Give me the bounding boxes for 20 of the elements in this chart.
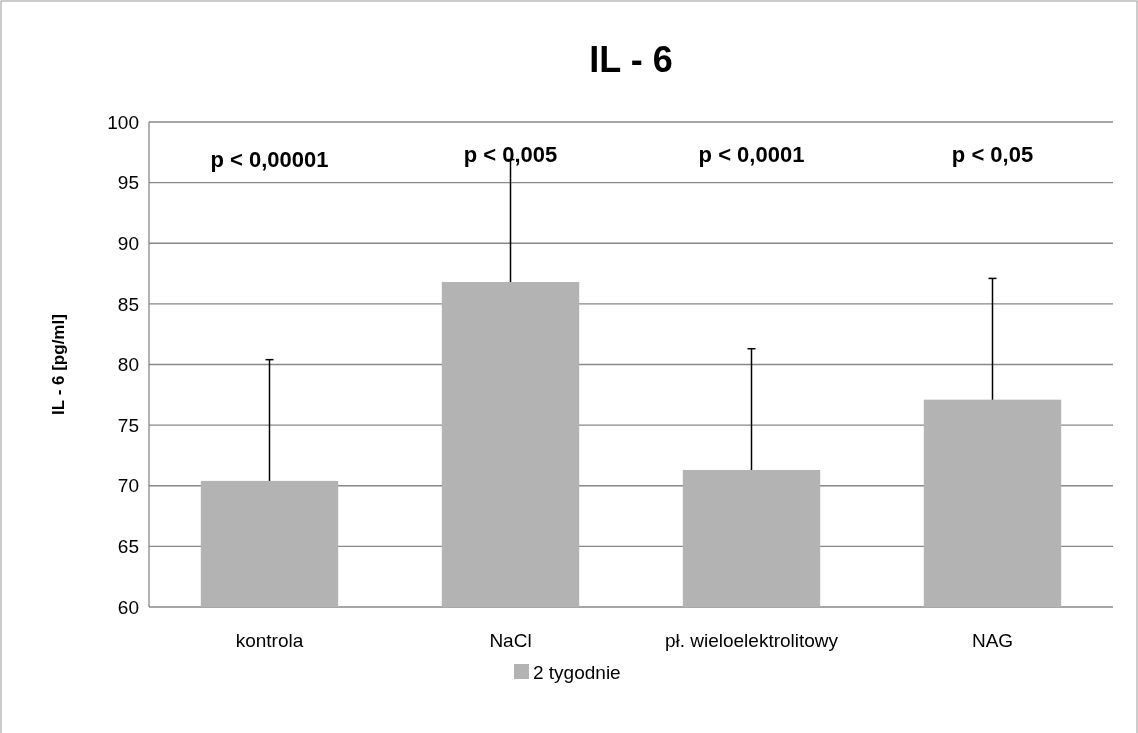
y-tick-label: 70 bbox=[117, 475, 139, 497]
annotation: p < 0,0001 bbox=[698, 142, 805, 167]
legend-label: 2 tygodnie bbox=[533, 661, 621, 683]
x-tick-label: kontrola bbox=[235, 630, 304, 651]
y-tick-label: 95 bbox=[117, 172, 139, 194]
x-tick-label: NAG bbox=[971, 630, 1014, 651]
y-axis-title: IL - 6 [pg/ml] bbox=[49, 314, 68, 415]
y-tick-label: 60 bbox=[117, 596, 139, 618]
y-tick-label: 80 bbox=[117, 354, 139, 376]
annotation: p < 0,05 bbox=[951, 142, 1034, 167]
x-tick-label: NaCl bbox=[489, 630, 532, 651]
x-tick-label: pł. wieloelektrolitowy bbox=[664, 630, 839, 651]
annotation: p < 0,005 bbox=[463, 142, 558, 167]
chart-title: IL - 6 bbox=[589, 39, 673, 80]
y-tick-label: 85 bbox=[117, 293, 139, 315]
annotation: p < 0,00001 bbox=[210, 147, 329, 172]
y-tick-label: 100 bbox=[107, 111, 139, 133]
y-tick-label: 90 bbox=[117, 232, 139, 254]
y-tick-label: 65 bbox=[117, 536, 139, 558]
y-tick-label: 75 bbox=[117, 414, 139, 436]
